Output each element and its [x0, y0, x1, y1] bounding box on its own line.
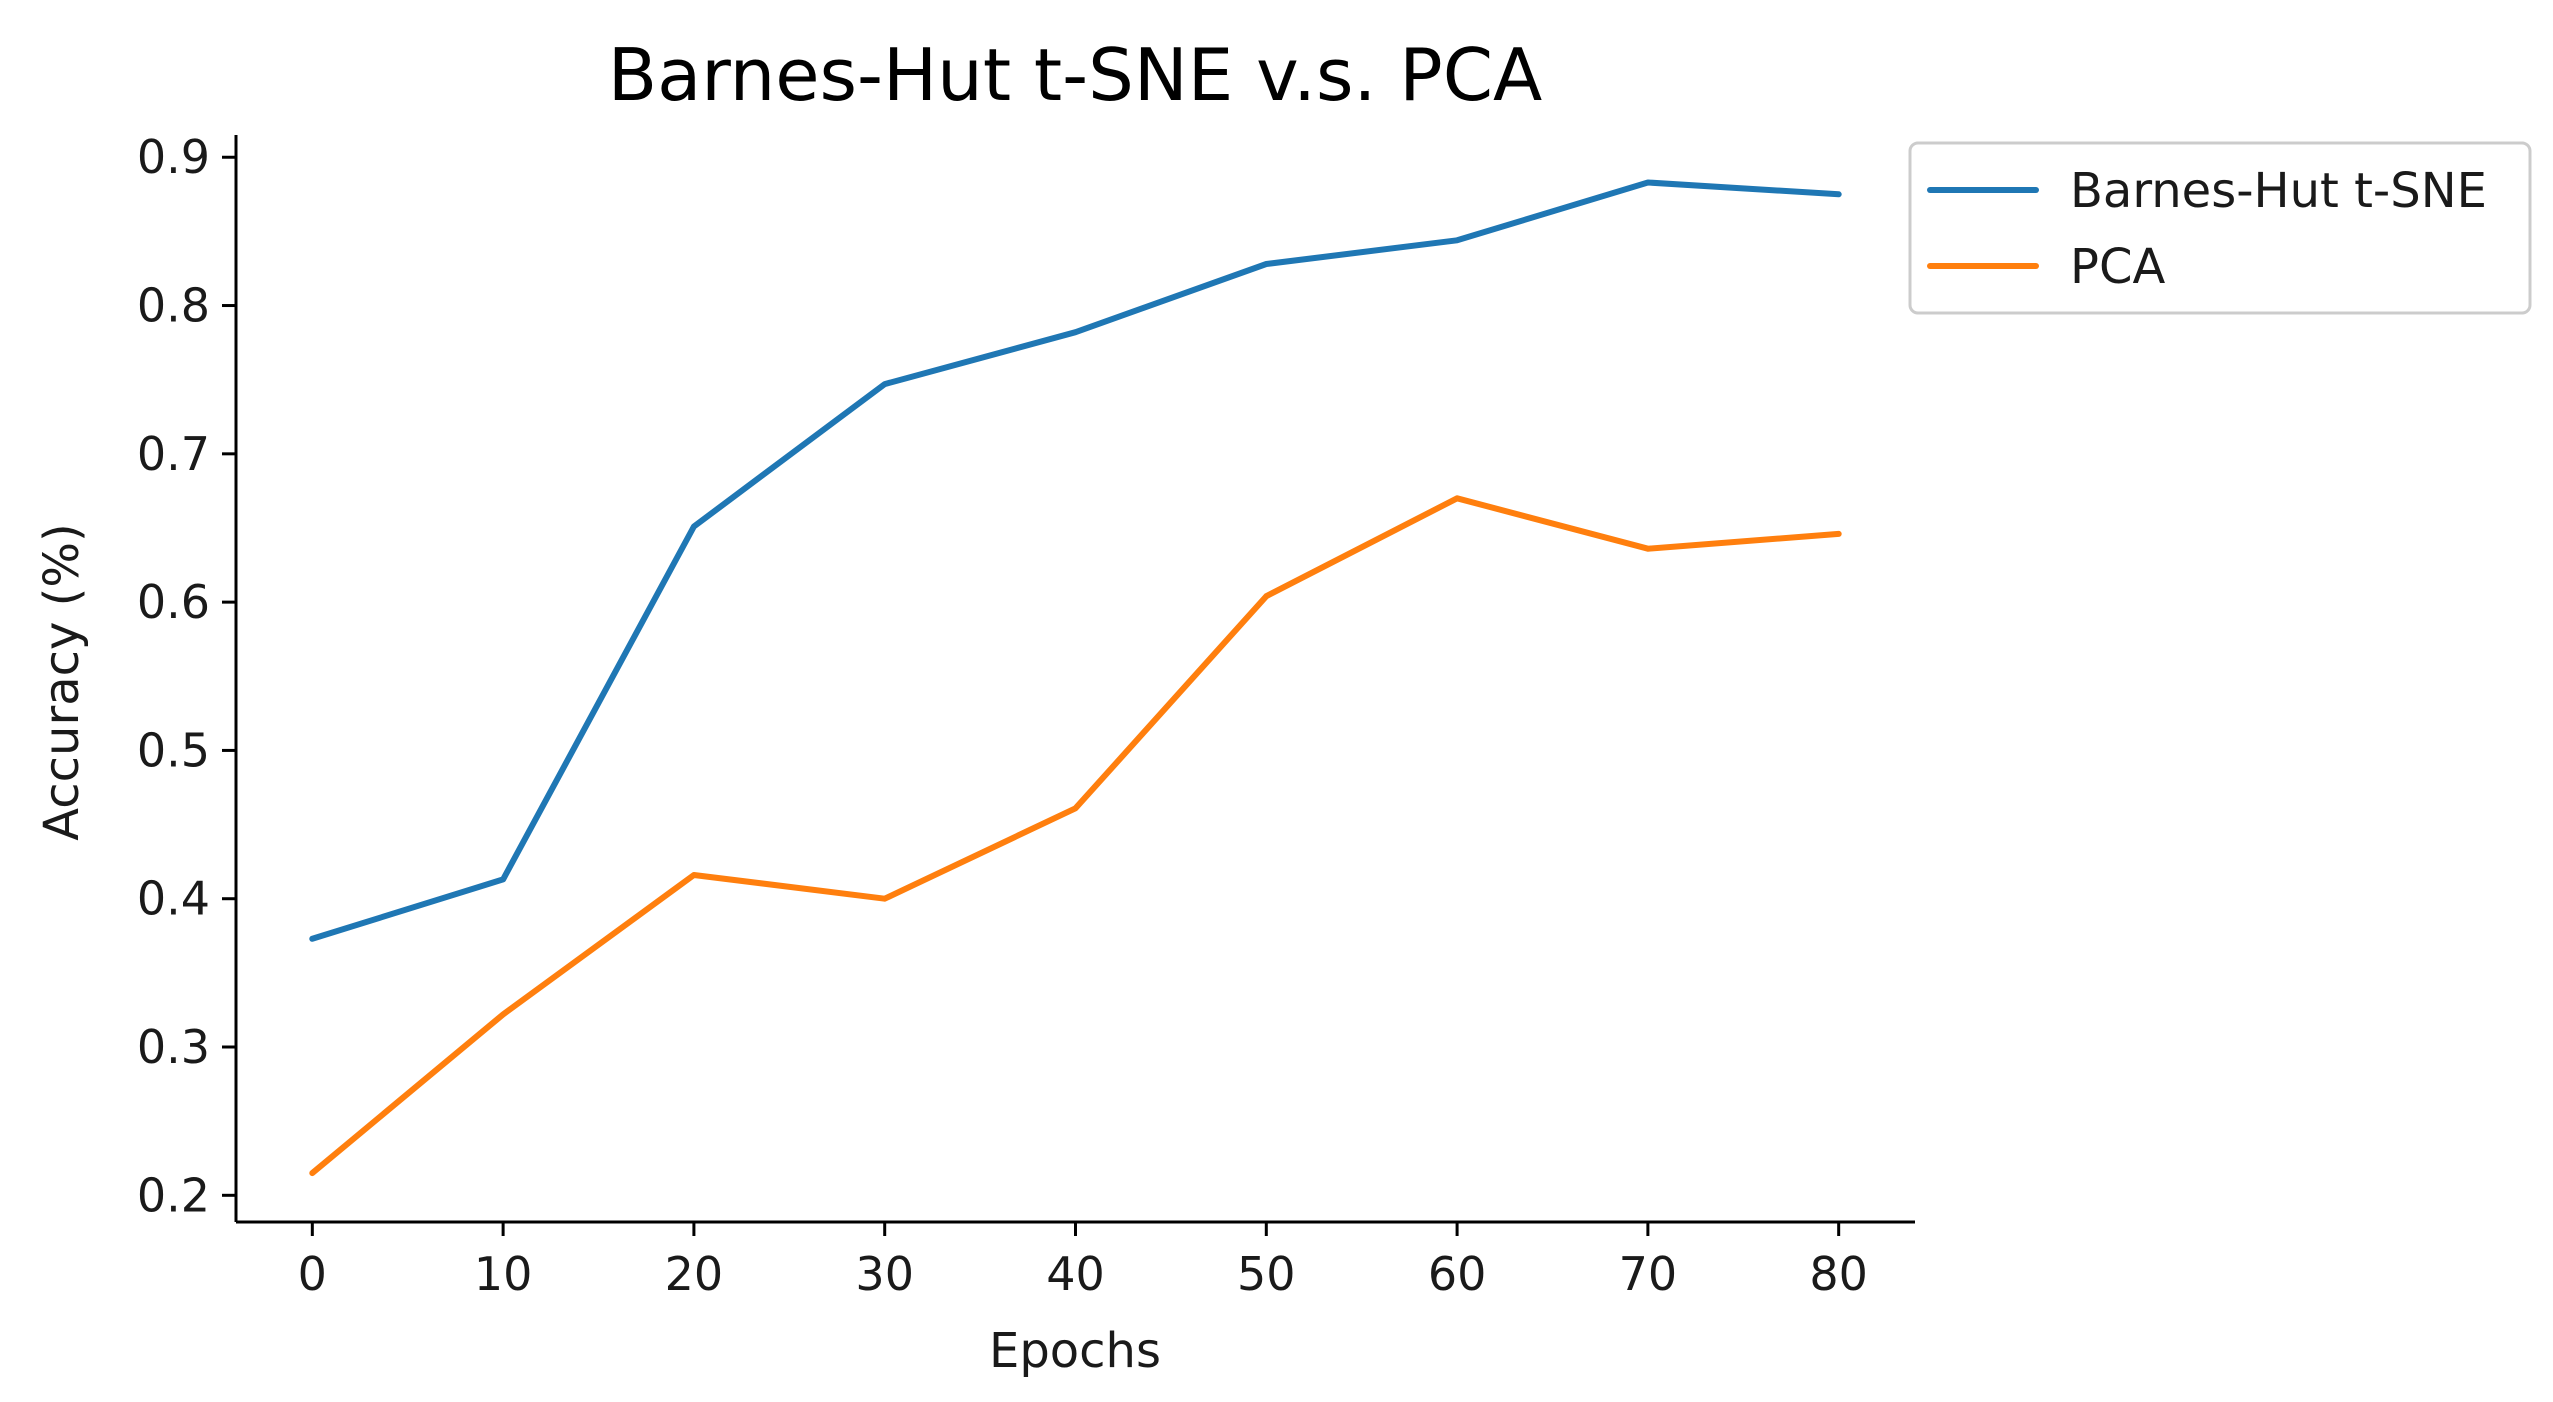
legend-label-pca: PCA	[2070, 239, 2165, 295]
x-axis-ticks: 0 10 20 30 40 50 60 70 80	[298, 1222, 1868, 1301]
x-tick-label: 0	[298, 1247, 327, 1301]
y-tick-label: 0.4	[137, 872, 210, 926]
x-tick-label: 70	[1619, 1247, 1678, 1301]
y-tick-label: 0.9	[137, 130, 210, 184]
legend-label-barnes-hut-t-sne: Barnes-Hut t-SNE	[2070, 163, 2487, 219]
x-tick-label: 40	[1046, 1247, 1105, 1301]
y-axis-label: Accuracy (%)	[34, 523, 90, 840]
x-tick-label: 10	[474, 1247, 533, 1301]
y-tick-label: 0.6	[137, 575, 210, 629]
x-axis-label: Epochs	[989, 1323, 1161, 1379]
chart-title: Barnes-Hut t-SNE v.s. PCA	[608, 33, 1542, 117]
y-tick-label: 0.8	[137, 279, 210, 333]
legend-box	[1908, 141, 2532, 315]
x-tick-label: 80	[1809, 1247, 1868, 1301]
data-series	[309, 179, 1842, 1177]
y-tick-label: 0.5	[137, 723, 210, 777]
y-tick-label: 0.7	[137, 427, 210, 481]
x-tick-label: 20	[665, 1247, 724, 1301]
x-tick-label: 50	[1237, 1247, 1296, 1301]
series-line-barnes-hut-t-sne	[309, 179, 1842, 942]
y-tick-label: 0.3	[137, 1020, 210, 1074]
axes	[234, 135, 1915, 1224]
y-tick-label: 0.2	[137, 1168, 210, 1222]
series-line-pca	[309, 495, 1842, 1177]
x-tick-label: 60	[1428, 1247, 1487, 1301]
y-axis-ticks: 0.2 0.3 0.4 0.5 0.6 0.7 0.8 0.9	[137, 130, 236, 1222]
x-tick-label: 30	[855, 1247, 914, 1301]
legend: Barnes-Hut t-SNE PCA	[1908, 141, 2532, 315]
